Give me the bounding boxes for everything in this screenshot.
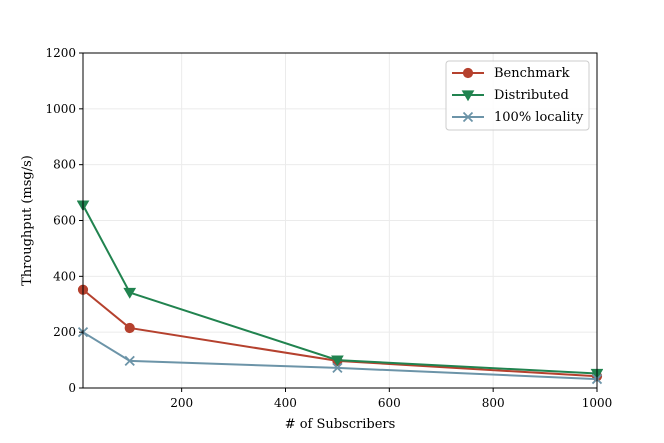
legend-item: 100% locality (452, 110, 584, 125)
x-tick-label: 1000 (582, 396, 613, 410)
legend-item: Distributed (452, 88, 569, 103)
legend-item: Benchmark (452, 66, 570, 81)
data-point (332, 362, 343, 374)
data-point (124, 322, 135, 334)
legend-label: Distributed (494, 88, 569, 103)
legend-label: Benchmark (494, 66, 570, 81)
series-line (82, 331, 598, 381)
series-2 (77, 327, 603, 385)
legend-box (445, 60, 590, 131)
x-axis-label: # of Subscribers (285, 417, 396, 432)
y-tick-label: 200 (53, 325, 76, 339)
y-axis-label: Throughput (msg/s) (20, 155, 35, 286)
data-point (124, 355, 135, 367)
x-tick-label: 800 (482, 396, 505, 410)
data-point (123, 287, 137, 299)
series-line (82, 288, 598, 378)
y-tick-label: 600 (53, 214, 76, 228)
legend: Benchmark Distributed 100% locality (445, 60, 590, 131)
y-tick-label: 0 (68, 381, 76, 395)
legend-marker (462, 111, 474, 123)
series-layer (77, 200, 603, 385)
y-tick-label: 800 (53, 158, 76, 172)
legend-marker (461, 90, 475, 102)
x-tick-label: 200 (170, 396, 193, 410)
series-1 (77, 200, 603, 380)
x-tick-label: 400 (274, 396, 297, 410)
legend-marker (462, 67, 474, 79)
axis-ticks: 200 400 600 800 1000 0 200 400 600 800 1000 1200 (45, 46, 612, 410)
x-tick-label: 600 (378, 396, 401, 410)
data-point (331, 355, 344, 367)
y-tick-label: 1200 (45, 46, 76, 60)
legend-label: 100% locality (494, 110, 584, 125)
y-tick-label: 1000 (45, 102, 76, 116)
y-tick-label: 400 (53, 269, 76, 283)
series-line (82, 204, 598, 375)
